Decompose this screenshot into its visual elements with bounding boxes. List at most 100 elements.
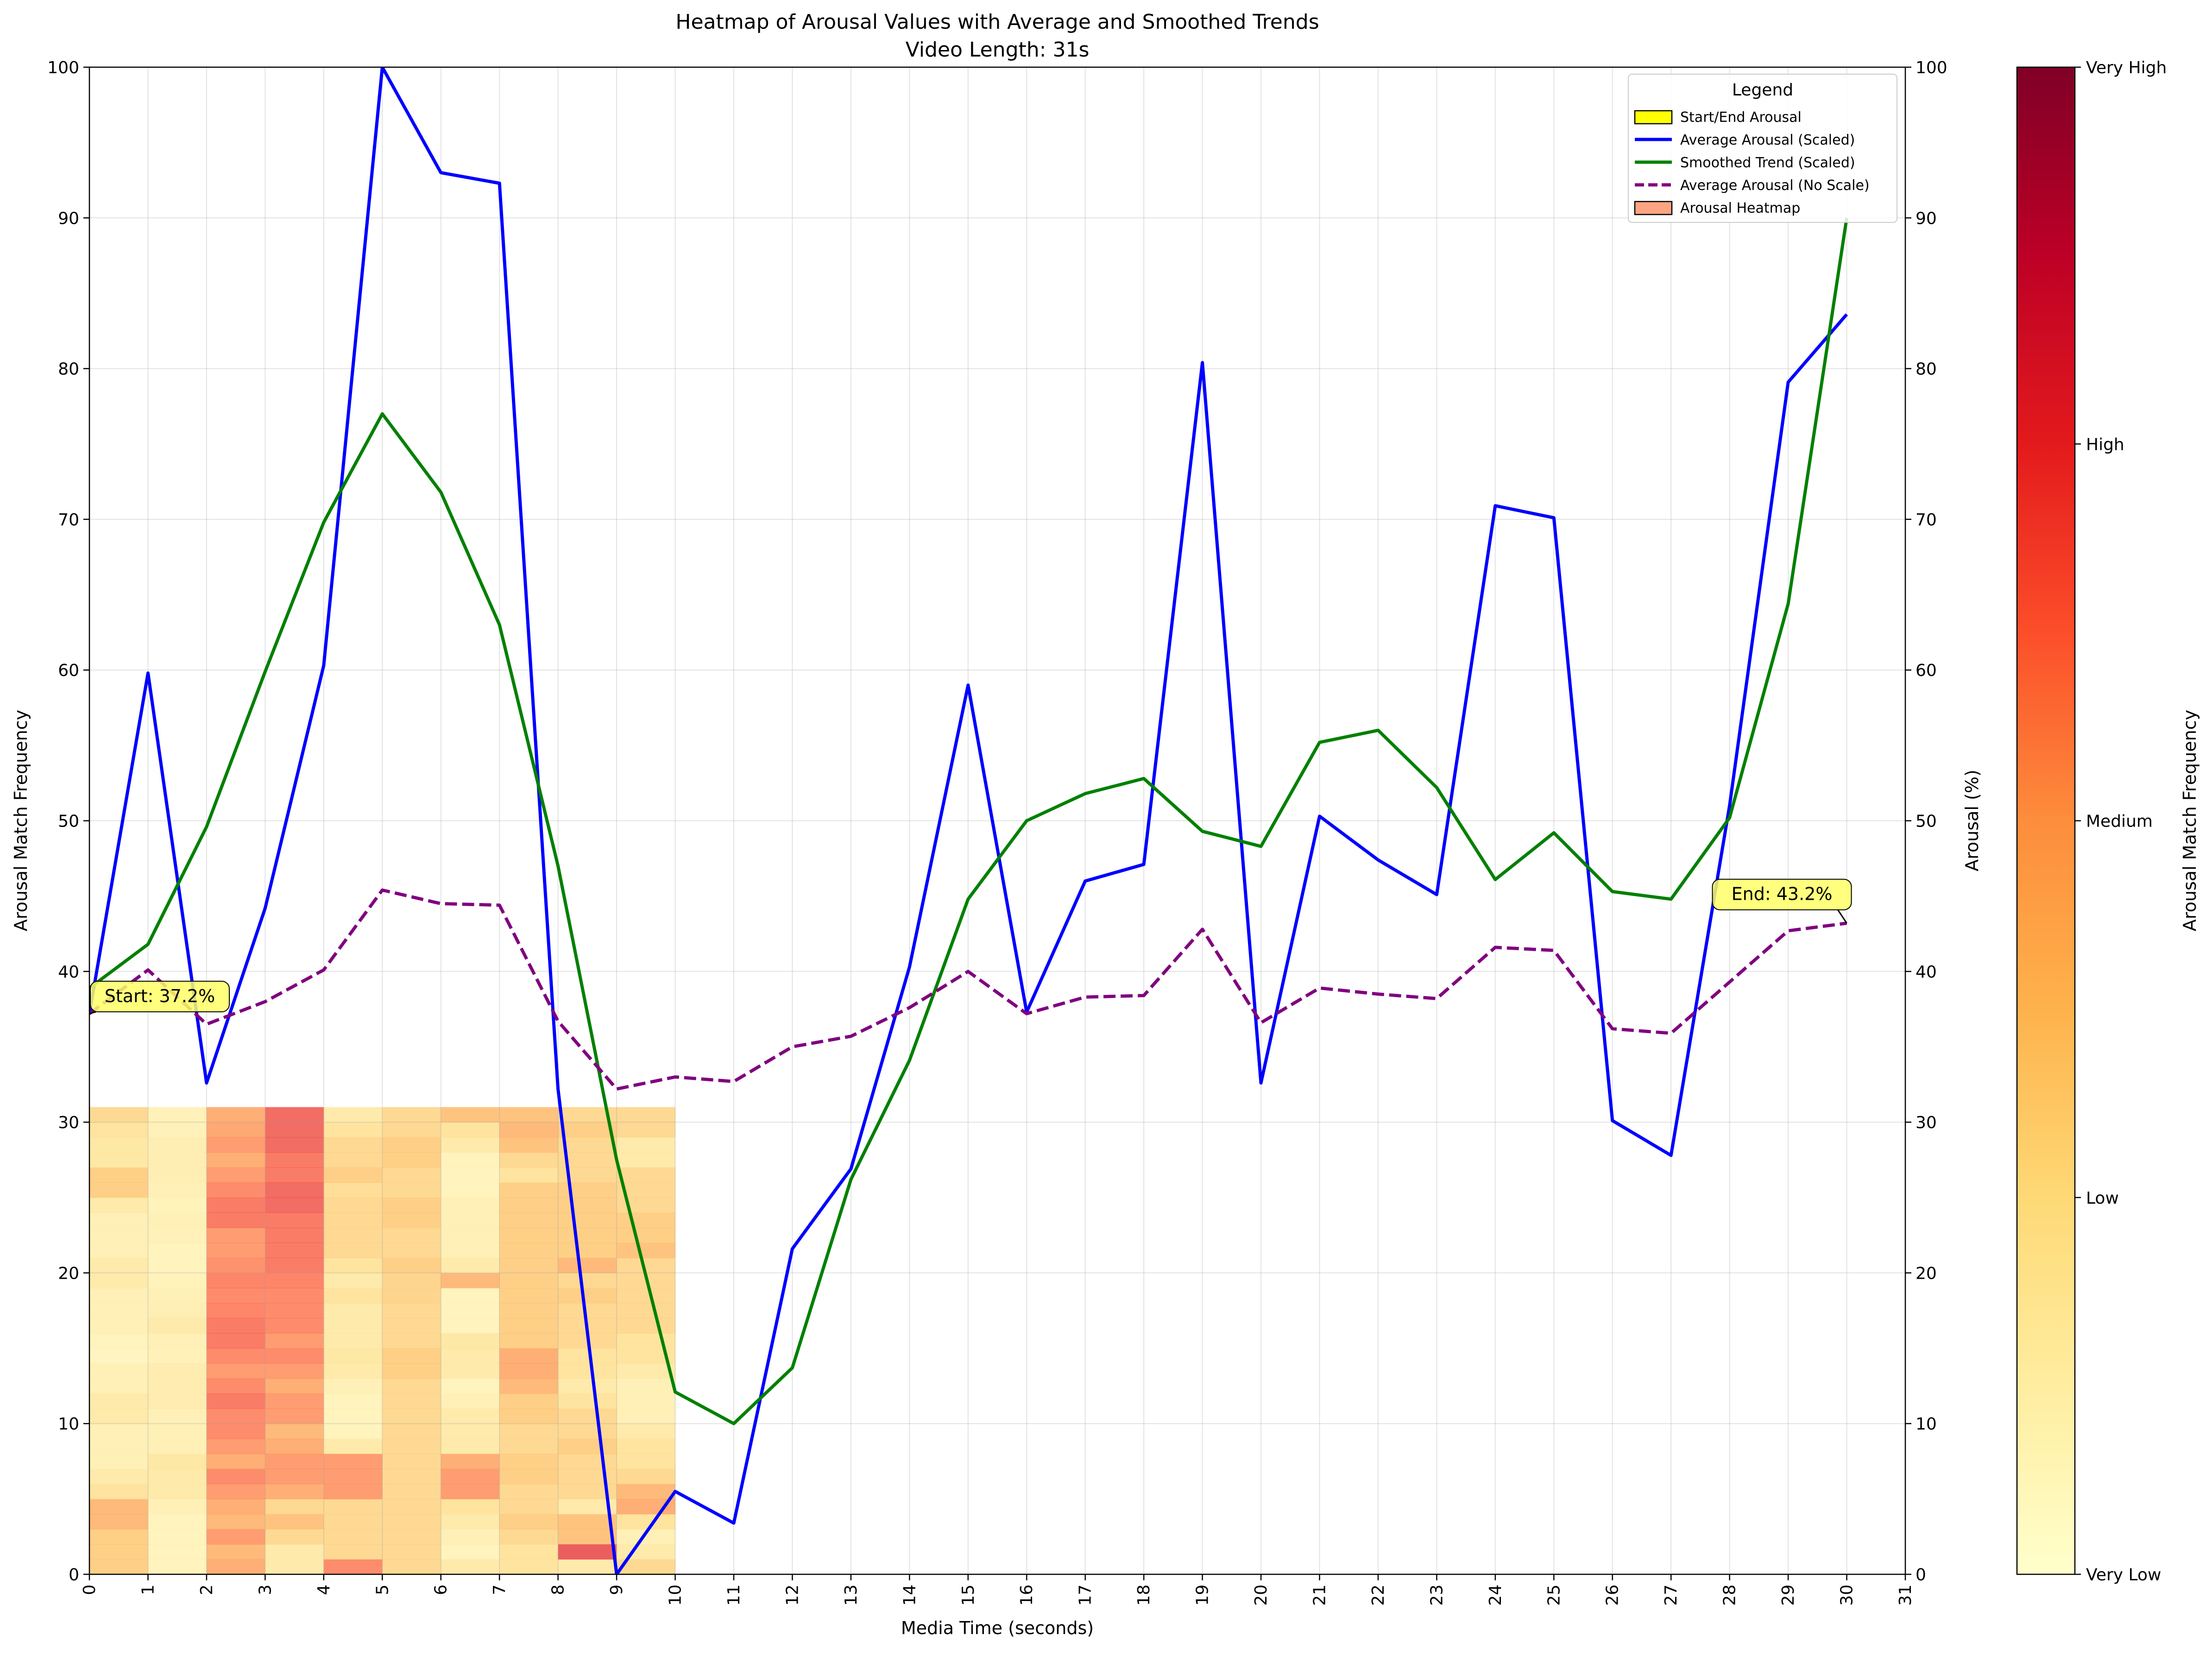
heatmap-cell <box>441 1152 500 1168</box>
x-tick-label: 23 <box>1427 1585 1446 1606</box>
heatmap-cell <box>499 1197 559 1213</box>
heatmap-cell <box>148 1167 207 1183</box>
heatmap-cell <box>206 1333 265 1349</box>
heatmap-cell <box>441 1107 500 1123</box>
heatmap-cell <box>265 1529 324 1545</box>
heatmap-cell <box>617 1423 676 1439</box>
heatmap-cell <box>206 1212 265 1228</box>
heatmap-cell <box>206 1453 265 1469</box>
heatmap-cell <box>441 1453 500 1469</box>
heatmap-cell <box>206 1227 265 1243</box>
x-tick-label: 27 <box>1662 1585 1681 1606</box>
heatmap-cell <box>441 1137 500 1153</box>
heatmap-cell <box>617 1137 676 1153</box>
heatmap-cell <box>265 1212 324 1228</box>
heatmap-cell <box>382 1107 441 1123</box>
heatmap-cell <box>382 1348 441 1364</box>
heatmap-cell <box>617 1243 676 1258</box>
heatmap-cell <box>499 1423 559 1439</box>
y-tick-label-right: 10 <box>1916 1415 1937 1434</box>
x-tick-label: 0 <box>80 1585 99 1595</box>
heatmap-cell <box>441 1439 500 1454</box>
heatmap-cell <box>265 1363 324 1379</box>
heatmap-cell <box>499 1439 559 1454</box>
x-tick-label: 2 <box>197 1585 216 1595</box>
heatmap-cell <box>441 1212 500 1228</box>
heatmap-cell <box>441 1423 500 1439</box>
heatmap-cell <box>89 1348 149 1364</box>
heatmap-cell <box>206 1499 265 1515</box>
x-tick-label: 12 <box>783 1585 802 1606</box>
heatmap-cell <box>441 1333 500 1349</box>
heatmap-cell <box>499 1288 559 1304</box>
heatmap-cell <box>382 1167 441 1183</box>
heatmap-cell <box>148 1107 207 1123</box>
heatmap-cell <box>617 1544 676 1560</box>
heatmap-cell <box>148 1257 207 1273</box>
axes: 0 1 2 3 4 5 6 7 8 9 10 11 12 13 14 15 16 17 18 19 20 21 22 23 24… <box>47 58 1947 1606</box>
y-tick-label-left: 90 <box>58 209 79 228</box>
y-tick-label-right: 40 <box>1916 963 1937 982</box>
heatmap-cell <box>89 1499 149 1515</box>
heatmap-cell <box>617 1303 676 1319</box>
heatmap-cell <box>206 1559 265 1575</box>
chart-title: Heatmap of Arousal Values with Average a… <box>675 10 1319 34</box>
heatmap-cell <box>441 1197 500 1213</box>
annotations: Start: 37.2% End: 43.2% <box>89 878 1852 1015</box>
heatmap-cell <box>617 1333 676 1349</box>
heatmap-cell <box>206 1288 265 1304</box>
x-tick-label: 3 <box>256 1585 275 1595</box>
x-tick-label: 11 <box>725 1585 744 1606</box>
heatmap-cell <box>148 1378 207 1394</box>
heatmap-cell <box>323 1227 383 1243</box>
y-tick-label-right: 0 <box>1916 1566 1926 1585</box>
heatmap-cell <box>558 1227 617 1243</box>
heatmap-cell <box>558 1363 617 1379</box>
legend-entry-label: Start/End Arousal <box>1680 109 1802 126</box>
heatmap-cell <box>441 1378 500 1394</box>
heatmap-cell <box>89 1212 149 1228</box>
heatmap-cell <box>148 1363 207 1379</box>
heatmap-cell <box>265 1348 324 1364</box>
heatmap-cell <box>323 1544 383 1560</box>
heatmap-cell <box>441 1408 500 1424</box>
heatmap-cell <box>148 1137 207 1153</box>
heatmap-cell <box>323 1107 383 1123</box>
heatmap-cell <box>382 1257 441 1273</box>
y-tick-label-left: 10 <box>58 1415 79 1434</box>
heatmap-cell <box>89 1122 149 1138</box>
legend-entry-label: Average Arousal (No Scale) <box>1680 177 1870 194</box>
heatmap-cell <box>206 1484 265 1499</box>
heatmap-cell <box>323 1453 383 1469</box>
heatmap-cell <box>382 1303 441 1319</box>
colorbar-label: Arousal Match Frequency <box>2180 710 2200 931</box>
heatmap-cell <box>617 1107 676 1123</box>
heatmap-cell <box>148 1288 207 1304</box>
x-tick-label: 22 <box>1369 1585 1388 1606</box>
heatmap-cell <box>323 1122 383 1138</box>
heatmap-cell <box>558 1378 617 1394</box>
heatmap-cell <box>382 1529 441 1545</box>
heatmap-cell <box>265 1303 324 1319</box>
legend-title: Legend <box>1732 81 1793 100</box>
legend-entry-label: Smoothed Trend (Scaled) <box>1680 155 1855 171</box>
heatmap-cell <box>558 1423 617 1439</box>
heatmap-cell <box>323 1378 383 1394</box>
heatmap-cell <box>558 1408 617 1424</box>
heatmap-cell <box>206 1318 265 1334</box>
heatmap-cell <box>499 1227 559 1243</box>
heatmap-cell <box>148 1227 207 1243</box>
heatmap-cell <box>617 1408 676 1424</box>
heatmap-cell <box>499 1243 559 1258</box>
y-tick-label-left: 20 <box>58 1264 79 1283</box>
heatmap-cell <box>441 1273 500 1288</box>
heatmap-cell <box>558 1197 617 1213</box>
series-line <box>89 67 1848 1574</box>
heatmap-cell <box>265 1408 324 1424</box>
heatmap-cell <box>382 1408 441 1424</box>
heatmap-cell <box>89 1408 149 1424</box>
y-tick-label-right: 70 <box>1916 511 1937 530</box>
heatmap-cell <box>323 1484 383 1499</box>
heatmap-cell <box>265 1227 324 1243</box>
heatmap-cell <box>617 1318 676 1334</box>
